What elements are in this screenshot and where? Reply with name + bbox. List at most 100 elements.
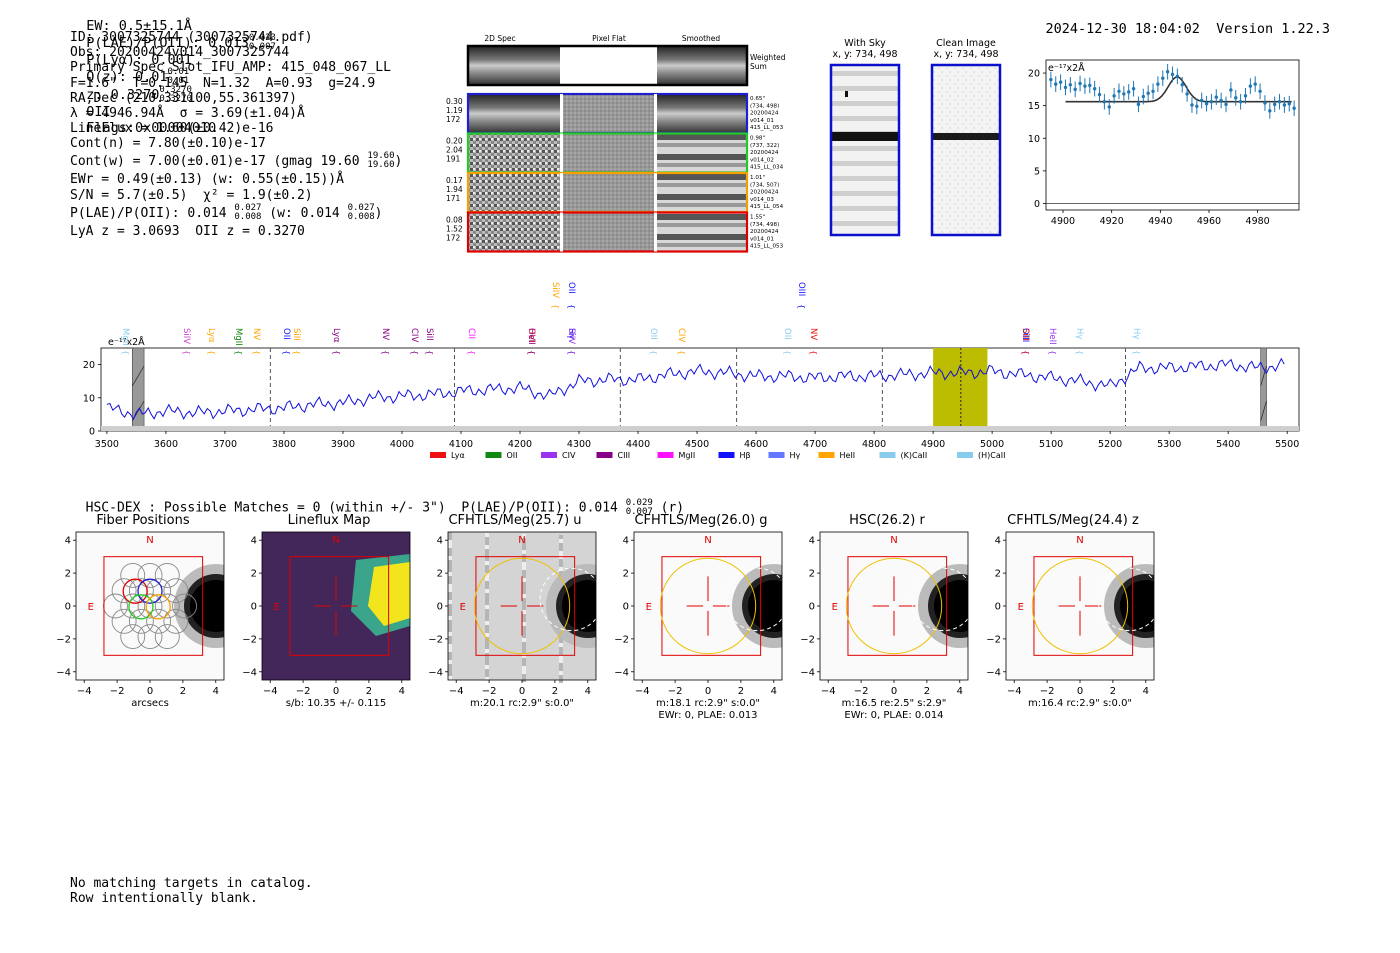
spectrum-unit-label: e⁻¹⁷x2Å — [108, 336, 145, 348]
header-qz: Q(z): 0.01 — [86, 69, 168, 85]
spectrum-xtick-label: 3900 — [331, 439, 355, 450]
zoom-line-chart: e⁻¹⁷x2Å 0 5 10 15 20 4900 4920 4940 4960 4980 — [1028, 59, 1300, 227]
cutout-row-meta: v014_03 — [750, 197, 774, 203]
panel-noise-pixel — [522, 586, 526, 590]
panel-noise-pixel — [522, 570, 526, 574]
panel-noise-pixel — [485, 581, 489, 585]
header-bar: EW: 0.5±15.1Å P(LAE)/P(OII): 0.0130.023 0… — [70, 2, 292, 136]
cutout-smoothed — [657, 133, 747, 173]
spectral-line-bracket: { — [410, 350, 419, 355]
panel-noise-pixel — [559, 563, 563, 567]
zoom-data-point — [1170, 72, 1175, 77]
north-label: N — [704, 535, 711, 546]
panel-noise-pixel — [559, 639, 563, 643]
panel-noise-pixel — [522, 610, 526, 614]
legend-label: HeII — [840, 451, 856, 460]
spectral-line-label: OII — [782, 328, 792, 340]
panel-xtick-label: 0 — [891, 686, 897, 697]
panel-noise-pixel — [522, 554, 526, 558]
spectral-line-label: SiII — [291, 328, 301, 341]
header-qz-lo: 0.01 — [167, 76, 190, 86]
info-lya: LyA z = 3.0693 OII z = 0.3270 — [70, 223, 305, 239]
info-contw-hi: 19.60 — [367, 151, 395, 162]
spectral-line-label: SiIV — [550, 282, 560, 298]
cutout-row-meta: 415_LL_053 — [750, 244, 784, 250]
cutout-row-meta: v014_02 — [750, 157, 774, 163]
zoom-data-point — [1088, 83, 1092, 88]
spectral-line-bracket: { — [1021, 350, 1030, 355]
panel-xtick-label: −4 — [635, 686, 650, 697]
spectral-line-label: OII — [648, 328, 658, 340]
spectral-line-bracket: { — [797, 304, 806, 309]
cutout-row-meta: 415_LL_034 — [750, 165, 784, 171]
fiber-circle-red — [122, 578, 148, 604]
footer-line1: No matching targets in catalog. — [70, 876, 313, 891]
panel-xtick-label: 2 — [924, 686, 930, 697]
panel-noise-pixel — [448, 640, 452, 644]
spectrum-xtick-label: 5100 — [1039, 439, 1063, 450]
info-plae-w-hi: 0.027 — [347, 203, 375, 214]
panel-ytick-label: 2 — [623, 569, 629, 580]
spectrum-xtick-label: 4600 — [744, 439, 768, 450]
panel-noise-pixel — [522, 566, 526, 570]
aperture-box — [1033, 556, 1134, 656]
panel-noise-pixel — [485, 673, 489, 677]
cutout-pixel-flat — [563, 133, 654, 173]
north-label: N — [1076, 535, 1083, 546]
north-label: N — [146, 535, 153, 546]
panel-noise-pixel — [485, 661, 489, 665]
spectrum-legend: Lyα OII CIV CIII MgII Hβ Hγ HeII (K)CaII (H)CaII — [430, 451, 1005, 460]
panel-xtick-label: −4 — [263, 686, 278, 697]
panel-noise-pixel — [522, 614, 526, 618]
panel-margin — [596, 530, 608, 720]
cutout-row-meta: 0.65" — [750, 96, 765, 102]
panel-noise-pixel — [448, 656, 452, 660]
panel-xtick-label: 2 — [180, 686, 186, 697]
spectral-line-label: OII — [566, 282, 576, 294]
panel-noise-pixel — [448, 556, 452, 560]
panel-noise-pixel — [448, 608, 452, 612]
zoom-data-point — [1272, 102, 1277, 107]
spectrum-mask-hatch — [131, 365, 145, 387]
spectrum-xtick-label: 5200 — [1098, 439, 1122, 450]
panel-noise-pixel — [485, 549, 489, 553]
aperture-box — [475, 556, 576, 656]
spectral-line-bracket: { — [282, 350, 291, 355]
east-label: E — [274, 602, 280, 613]
panel-ytick-label: −2 — [428, 634, 443, 645]
panel-noise-pixel — [485, 565, 489, 569]
panel-ytick-label: 0 — [65, 602, 71, 613]
zoom-data-point — [1151, 89, 1155, 94]
aperture-box — [103, 556, 204, 656]
cutout-row-stat: 172 — [446, 234, 461, 243]
cutout-smoothed — [657, 173, 747, 212]
panel-noise-pixel — [559, 679, 563, 683]
east-label: E — [88, 602, 94, 613]
panel-noise-pixel — [485, 541, 489, 545]
panel-noise-pixel — [448, 548, 452, 552]
panel-noise-pixel — [522, 550, 526, 554]
cutout-col-title-2dspec: 2D Spec — [484, 34, 515, 43]
header-z-frac: 0.3270 0.3270 — [159, 86, 192, 104]
cutout-row-meta: 20200424 — [750, 190, 779, 196]
spectral-line-label: SiII — [1020, 328, 1030, 341]
info-plae-w-lo: 0.008 — [347, 212, 375, 223]
info-lambda: λ = 4946.94Å σ = 3.69(±1.04)Å — [70, 106, 305, 122]
panel-ytick-label: 0 — [809, 602, 815, 613]
cutout-panel: 2D Spec Pixel Flat Smoothed Weighted Sum … — [446, 34, 786, 253]
panel-noise-pixel — [559, 651, 563, 655]
zoom-data-point — [1209, 100, 1214, 104]
spectral-line-bracket: { — [467, 350, 476, 355]
panel-caption: m:18.1 rc:2.9" s:0.0" — [656, 698, 760, 709]
panel-noise-pixel — [559, 655, 563, 659]
panel-noise-pixel — [448, 616, 452, 620]
imaging-panel: CFHTLS/Meg(26.0) g N E −4 −4 −2 −2 0 0 2 2 4 4 m:18.1… — [608, 510, 794, 725]
zoom-ytick-label: 10 — [1028, 134, 1040, 145]
spectral-line-label: SiIV — [181, 328, 191, 344]
zoom-data-point — [1102, 100, 1107, 104]
header-datetime: 2024-12-30 18:04:02 — [1045, 21, 1200, 37]
hsc-dex-frac: 0.029 0.007 — [626, 499, 653, 517]
clean-image-header: Clean Image x, y: 734, 498 — [925, 38, 1007, 60]
panel-noise-pixel — [522, 638, 526, 642]
fiber-circle — [111, 578, 137, 604]
